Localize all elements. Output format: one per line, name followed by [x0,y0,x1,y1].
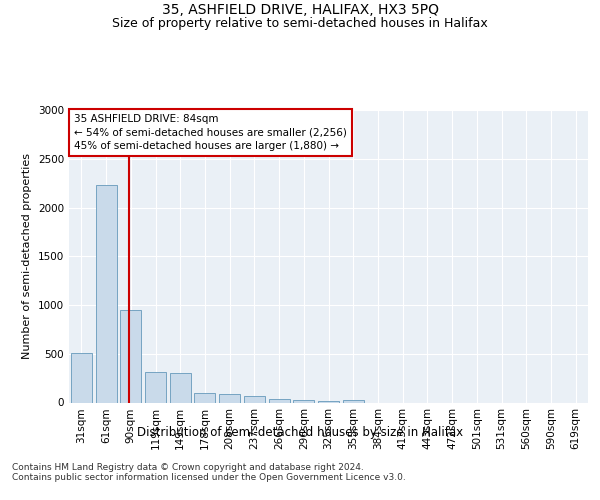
Bar [120,310,141,402]
Text: Contains HM Land Registry data © Crown copyright and database right 2024.
Contai: Contains HM Land Registry data © Crown c… [12,462,406,482]
Bar [269,398,290,402]
Bar [293,400,314,402]
Bar [71,354,92,403]
Bar [194,393,215,402]
Text: 35, ASHFIELD DRIVE, HALIFAX, HX3 5PQ: 35, ASHFIELD DRIVE, HALIFAX, HX3 5PQ [161,2,439,16]
Bar [145,372,166,402]
Text: Distribution of semi-detached houses by size in Halifax: Distribution of semi-detached houses by … [137,426,463,439]
Bar [170,373,191,402]
Y-axis label: Number of semi-detached properties: Number of semi-detached properties [22,153,32,359]
Bar [318,400,339,402]
Bar [343,400,364,402]
Text: 35 ASHFIELD DRIVE: 84sqm
← 54% of semi-detached houses are smaller (2,256)
45% o: 35 ASHFIELD DRIVE: 84sqm ← 54% of semi-d… [74,114,347,151]
Bar [95,185,116,402]
Bar [219,394,240,402]
Bar [244,396,265,402]
Text: Size of property relative to semi-detached houses in Halifax: Size of property relative to semi-detach… [112,16,488,30]
